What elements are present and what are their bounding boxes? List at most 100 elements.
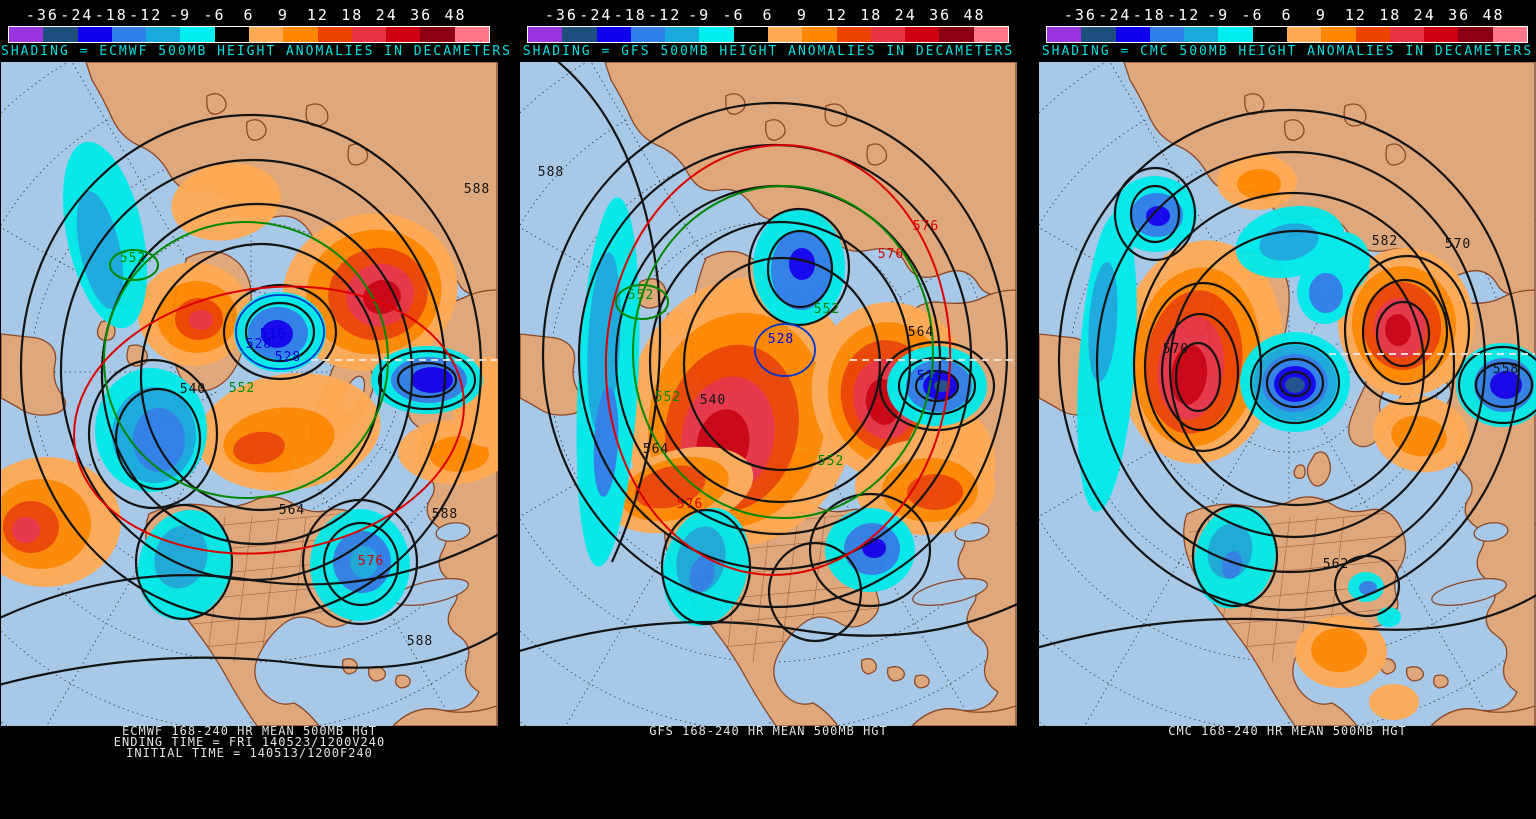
colorbar-tick: -36 <box>1063 6 1097 24</box>
contour-label-528: 528 <box>275 350 301 365</box>
contour-label-576: 576 <box>677 497 703 512</box>
panel-ecmwf: -36 -24 -18 -12 -9 -6 6 9 12 18 24 36 48 SHADING = EC… <box>1 0 512 819</box>
colorbar-segment <box>420 27 455 42</box>
colorbar-tick: -12 <box>648 6 682 24</box>
contour-label-570: 570 <box>1163 342 1189 357</box>
contour-label-564: 564 <box>908 325 934 340</box>
colorbar-tick-labels: -36 -24 -18 -12 -9 -6 6 9 12 18 24 36 48 <box>1 0 498 26</box>
anomaly-colorbar <box>527 26 1009 43</box>
contour-labels: 582 570 570 558 562 <box>1163 234 1518 572</box>
colorbar-tick: 24 <box>375 6 398 24</box>
overlay-contours <box>73 285 465 555</box>
map-caption: ECMWF 168-240 HR MEAN 500MB HGT ENDING TI… <box>1 724 498 760</box>
colorbar-segment <box>1252 27 1287 42</box>
caption-line: GFS 168-240 HR MEAN 500MB HGT <box>649 724 888 738</box>
colorbar-tick: 48 <box>444 6 467 24</box>
contour-label-540: 540 <box>700 393 726 408</box>
colorbar-tick: 9 <box>277 6 289 24</box>
colorbar-segment <box>1321 27 1356 42</box>
caption-line: ECMWF 168-240 HR MEAN 500MB HGT <box>122 724 377 738</box>
contour-label-528: 528 <box>246 337 272 352</box>
colorbar-segment <box>1081 27 1116 42</box>
contour-label-552: 552 <box>655 390 681 405</box>
colorbar-segment <box>1184 27 1219 42</box>
contour-label-570: 570 <box>1445 237 1471 252</box>
contour-label-588: 588 <box>407 634 433 649</box>
colorbar-tick-labels: -36 -24 -18 -12 -9 -6 6 9 12 18 24 36 48 <box>520 0 1017 26</box>
colorbar-tick: 18 <box>1379 6 1402 24</box>
height-contour-arcs <box>1 533 498 686</box>
colorbar-tick: -36 <box>25 6 59 24</box>
colorbar-tick: 48 <box>1482 6 1505 24</box>
contour-label-588: 588 <box>538 165 564 180</box>
colorbar-tick: 6 <box>1281 6 1293 24</box>
caption-line: CMC 168-240 HR MEAN 500MB HGT <box>1168 724 1407 738</box>
colorbar-segment <box>283 27 318 42</box>
gfs-map: 588 576 576 552 552 564 528 516 540 552 564 552 576 <box>520 62 1017 726</box>
caption-line: ENDING TIME = FRI 140523/1200V240 <box>113 735 386 749</box>
colorbar-segment <box>1149 27 1185 42</box>
colorbar-tick: 24 <box>894 6 917 24</box>
colorbar-tick: 48 <box>963 6 986 24</box>
colorbar-segment <box>1389 27 1425 42</box>
colorbar-tick: -18 <box>613 6 647 24</box>
colorbar-tick: 18 <box>341 6 364 24</box>
colorbar-tick: 36 <box>929 6 952 24</box>
contour-label-516: 516 <box>260 327 286 342</box>
cmc-map: 582 570 570 558 562 <box>1039 62 1536 726</box>
overlay-contours <box>604 144 952 576</box>
shading-title: SHADING = ECMWF 500MB HEIGHT ANOMALIES I… <box>1 44 512 59</box>
contour-label-564: 564 <box>643 442 669 457</box>
colorbar-segment <box>1424 27 1459 42</box>
colorbar-segment <box>630 27 666 42</box>
colorbar-segment <box>1115 27 1150 42</box>
colorbar-tick: 12 <box>825 6 848 24</box>
colorbar-tick: -9 <box>688 6 711 24</box>
colorbar-tick: 6 <box>762 6 774 24</box>
contour-label-552: 552 <box>120 251 146 266</box>
colorbar-tick: -24 <box>1098 6 1132 24</box>
colorbar-segment <box>214 27 249 42</box>
height-contour-arcs <box>1039 594 1536 649</box>
overlay-contours <box>754 323 816 377</box>
contour-label-588: 588 <box>432 507 458 522</box>
colorbar-segment <box>528 27 563 42</box>
colorbar-tick: 9 <box>1315 6 1327 24</box>
colorbar-segment <box>973 27 1008 42</box>
colorbar-tick: 12 <box>1344 6 1367 24</box>
colorbar-segment <box>939 27 974 42</box>
colorbar-tick: -18 <box>94 6 128 24</box>
colorbar-segment <box>665 27 700 42</box>
colorbar-segment <box>386 27 421 42</box>
height-contours <box>1057 108 1536 618</box>
shading-title: SHADING = CMC 500MB HEIGHT ANOMALIES IN … <box>1041 44 1534 59</box>
contour-label-576: 576 <box>913 219 939 234</box>
colorbar-tick: -9 <box>169 6 192 24</box>
colorbar-tick: -18 <box>1132 6 1166 24</box>
caption-line: INITIAL TIME = 140513/1200F240 <box>126 746 373 760</box>
colorbar-segment <box>1458 27 1493 42</box>
colorbar-tick: 9 <box>796 6 808 24</box>
colorbar-segment <box>699 27 734 42</box>
colorbar-segment <box>836 27 871 42</box>
map-caption: GFS 168-240 HR MEAN 500MB HGT <box>520 724 1017 738</box>
overlay-contours <box>235 294 325 370</box>
colorbar-tick-labels: -36 -24 -18 -12 -9 -6 6 9 12 18 24 36 48 <box>1039 0 1536 26</box>
colorbar-tick: 12 <box>306 6 329 24</box>
contour-label-516: 516 <box>917 369 943 384</box>
colorbar-segment <box>733 27 768 42</box>
colorbar-segment <box>767 27 803 42</box>
contour-label-552: 552 <box>814 302 840 317</box>
colorbar-segment <box>596 27 631 42</box>
colorbar-tick: 36 <box>1448 6 1471 24</box>
colorbar-tick: -24 <box>60 6 94 24</box>
colorbar-segment <box>454 27 489 42</box>
colorbar-tick: 6 <box>243 6 255 24</box>
overlay-contours <box>615 185 934 519</box>
colorbar-tick: 18 <box>860 6 883 24</box>
contour-label-552: 552 <box>818 454 844 469</box>
contour-label-552: 552 <box>628 288 654 303</box>
colorbar-tick: -36 <box>544 6 578 24</box>
